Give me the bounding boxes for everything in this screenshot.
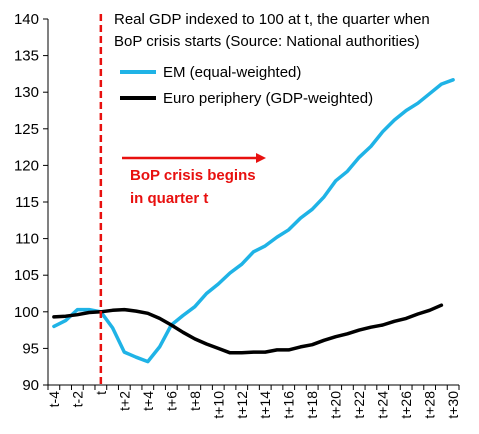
x-tick-label: t+10 xyxy=(210,391,226,419)
crisis-label-line-2: in quarter t xyxy=(130,190,208,207)
series-line-em xyxy=(52,78,455,364)
y-tick-label: 135 xyxy=(14,48,39,65)
source-note-line-2: BoP crisis starts (Source: National auth… xyxy=(114,33,420,50)
x-tick-label: t+8 xyxy=(187,391,203,411)
x-tick-label: t+28 xyxy=(422,391,438,419)
source-note-line-1: Real GDP indexed to 100 at t, the quarte… xyxy=(114,11,430,28)
x-tick-label: t+20 xyxy=(328,391,344,419)
x-tick-label: t+22 xyxy=(351,391,367,419)
x-tick-label: t+24 xyxy=(375,391,391,419)
x-tick-label: t-2 xyxy=(69,391,85,408)
crisis-arrow-head xyxy=(256,153,266,163)
y-tick-label: 120 xyxy=(14,157,39,174)
x-tick-label: t xyxy=(93,391,109,395)
x-tick-label: t+6 xyxy=(163,391,179,411)
x-tick-label: t+26 xyxy=(398,391,414,419)
crisis-label-line-1: BoP crisis begins xyxy=(130,167,256,184)
x-tick-label: t+16 xyxy=(281,391,297,419)
series-line-euro-periphery xyxy=(52,303,444,355)
x-tick-label: t+18 xyxy=(304,391,320,419)
y-tick-label: 110 xyxy=(15,231,39,248)
y-tick-label: 115 xyxy=(15,194,39,211)
legend-label-euro-periphery: Euro periphery (GDP-weighted) xyxy=(163,90,373,107)
y-tick-label: 125 xyxy=(14,121,39,138)
x-tick-label: t+14 xyxy=(257,391,273,419)
x-tick-label: t+4 xyxy=(140,391,156,411)
y-tick-label: 140 xyxy=(14,11,39,28)
y-axis-ticks: 90 95 100 105 110 115 120 125 130 135 140 xyxy=(14,11,48,394)
series-lines xyxy=(52,78,455,364)
legend-label-em: EM (equal-weighted) xyxy=(163,64,301,81)
crisis-annotation: BoP crisis begins in quarter t xyxy=(122,153,266,207)
y-tick-label: 100 xyxy=(14,304,39,321)
x-tick-label: t-4 xyxy=(46,391,62,408)
y-tick-label: 90 xyxy=(22,377,39,394)
x-tick-label: t+12 xyxy=(234,391,250,419)
y-tick-label: 130 xyxy=(14,84,39,101)
y-tick-label: 105 xyxy=(14,267,39,284)
x-tick-label: t+2 xyxy=(116,391,132,411)
legend: EM (equal-weighted) Euro periphery (GDP-… xyxy=(120,64,373,107)
x-tick-label: t+30 xyxy=(445,391,461,419)
y-tick-label: 95 xyxy=(22,340,39,357)
x-axis-ticks: t-4 t-2 t t+2 t+4 t+6 t+8 t+10 t+12 t+14 t+16 t+18 t… xyxy=(46,385,461,419)
